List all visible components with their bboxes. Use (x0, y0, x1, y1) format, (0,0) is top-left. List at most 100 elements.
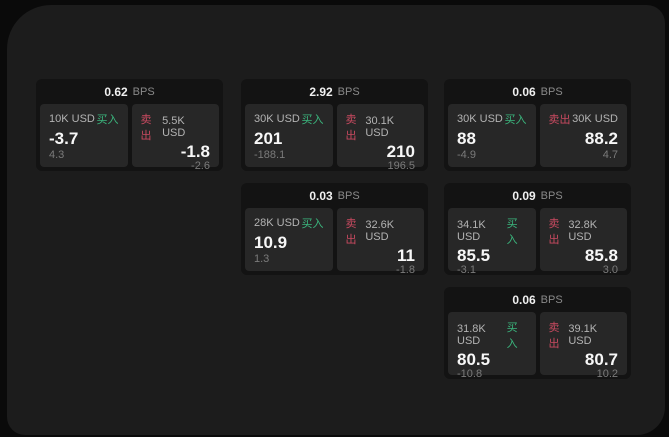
sell-panel[interactable]: 卖出 5.5K USD -1.8 -2.6 (131, 104, 219, 172)
sell-panel[interactable]: 卖出 30.1K USD 210 196.5 (336, 104, 424, 172)
buy-panel[interactable]: 30K USD 买入 201 -188.1 (245, 104, 333, 167)
buy-side-label: 买入 (504, 114, 527, 126)
sell-price: 11 (397, 246, 415, 265)
sell-side-label: 卖出 (345, 218, 357, 246)
spread-bps-value: 2.92 (309, 84, 333, 99)
buy-header-row: 10K USD 买入 (49, 111, 119, 127)
buy-panel[interactable]: 34.1K USD 买入 85.5 -3.1 (448, 208, 536, 276)
bps-unit-label: BPS (132, 85, 155, 98)
buy-change: -3.1 (457, 264, 476, 276)
card-header: 0.06 BPS (444, 79, 631, 104)
sell-side-label: 卖出 (345, 114, 357, 142)
sell-header-row: 卖出 5.5K USD (141, 111, 211, 143)
sell-header-row: 卖出 30K USD (549, 111, 619, 127)
buy-header-row: 31.8K USD 买入 (457, 319, 527, 351)
buy-price: -3.7 (49, 128, 79, 148)
card-body: 10K USD 买入 -3.7 4.3 卖出 5.5K USD -1.8 -2.… (36, 104, 223, 172)
sell-header-row: 卖出 32.6K USD (346, 215, 416, 247)
sell-change: -1.8 (396, 264, 415, 276)
card-header: 2.92 BPS (241, 79, 428, 104)
buy-side-label: 买入 (96, 114, 119, 126)
card-body: 30K USD 买入 201 -188.1 卖出 30.1K USD 210 1… (241, 104, 428, 172)
card-header: 0.09 BPS (444, 183, 631, 208)
bps-unit-label: BPS (540, 189, 563, 202)
sell-side-label: 卖出 (548, 218, 560, 246)
sell-change: 4.7 (602, 149, 618, 161)
spread-bps-value: 0.06 (512, 292, 536, 307)
quote-card: 2.92 BPS 30K USD 买入 201 -188.1 卖出 30.1K … (241, 79, 428, 172)
card-body: 31.8K USD 买入 80.5 -10.8 卖出 39.1K USD 80.… (444, 312, 631, 380)
sell-amount: 32.6K USD (365, 219, 395, 243)
sell-price: 80.7 (584, 350, 618, 369)
bps-unit-label: BPS (337, 189, 360, 202)
sell-amount: 30K USD (572, 113, 618, 125)
sell-panel[interactable]: 卖出 30K USD 88.2 4.7 (539, 104, 627, 167)
sell-panel[interactable]: 卖出 39.1K USD 80.7 10.2 (539, 312, 627, 380)
buy-price: 85.5 (457, 246, 491, 265)
buy-amount: 30K USD (254, 113, 300, 125)
quote-card: 0.62 BPS 10K USD 买入 -3.7 4.3 卖出 5.5K USD… (36, 79, 223, 172)
quote-card: 0.09 BPS 34.1K USD 买入 85.5 -3.1 卖出 32.8K… (444, 183, 631, 276)
card-body: 34.1K USD 买入 85.5 -3.1 卖出 32.8K USD 85.8… (444, 208, 631, 276)
sell-price: 85.8 (584, 246, 618, 265)
buy-price: 80.5 (457, 350, 491, 369)
bps-unit-label: BPS (337, 85, 360, 98)
buy-amount: 28K USD (254, 217, 300, 229)
bps-unit-label: BPS (540, 293, 563, 306)
spread-bps-value: 0.62 (104, 84, 128, 99)
card-header: 0.62 BPS (36, 79, 223, 104)
sell-header-row: 卖出 32.8K USD (549, 215, 619, 247)
sell-change: 3.0 (602, 264, 618, 276)
bps-unit-label: BPS (540, 85, 563, 98)
buy-change: 1.3 (254, 253, 270, 265)
sell-amount: 39.1K USD (568, 323, 598, 347)
buy-header-row: 28K USD 买入 (254, 215, 324, 231)
sell-side-label: 卖出 (140, 114, 152, 142)
sell-amount: 5.5K USD (162, 115, 186, 139)
buy-header-row: 34.1K USD 买入 (457, 215, 527, 247)
buy-panel[interactable]: 10K USD 买入 -3.7 4.3 (40, 104, 128, 167)
buy-side-label: 买入 (506, 322, 518, 350)
sell-change: -2.6 (191, 160, 210, 172)
buy-price: 10.9 (254, 232, 288, 252)
buy-header-row: 30K USD 买入 (457, 111, 527, 127)
sell-header-row: 卖出 30.1K USD (346, 111, 416, 143)
app-window: 0.62 BPS 10K USD 买入 -3.7 4.3 卖出 5.5K USD… (7, 5, 665, 435)
sell-side-label: 卖出 (548, 322, 560, 350)
buy-change: -10.8 (457, 368, 483, 380)
buy-price: 88 (457, 128, 476, 148)
sell-amount: 30.1K USD (365, 115, 395, 139)
buy-change: 4.3 (49, 149, 65, 161)
card-body: 30K USD 买入 88 -4.9 卖出 30K USD 88.2 4.7 (444, 104, 631, 167)
sell-panel[interactable]: 卖出 32.8K USD 85.8 3.0 (539, 208, 627, 276)
spread-bps-value: 0.09 (512, 188, 536, 203)
sell-change: 196.5 (387, 160, 415, 172)
card-header: 0.06 BPS (444, 287, 631, 312)
buy-change: -4.9 (457, 149, 476, 161)
buy-side-label: 买入 (301, 114, 324, 126)
buy-panel[interactable]: 28K USD 买入 10.9 1.3 (245, 208, 333, 271)
spread-bps-value: 0.03 (309, 188, 333, 203)
buy-amount: 31.8K USD (457, 323, 486, 347)
buy-amount: 30K USD (457, 113, 503, 125)
buy-panel[interactable]: 30K USD 买入 88 -4.9 (448, 104, 536, 167)
quote-card: 0.06 BPS 30K USD 买入 88 -4.9 卖出 30K USD 8… (444, 79, 631, 171)
buy-amount: 34.1K USD (457, 219, 486, 243)
card-body: 28K USD 买入 10.9 1.3 卖出 32.6K USD 11 -1.8 (241, 208, 428, 276)
buy-price: 201 (254, 128, 283, 148)
buy-amount: 10K USD (49, 113, 95, 125)
buy-header-row: 30K USD 买入 (254, 111, 324, 127)
buy-side-label: 买入 (506, 218, 518, 246)
quote-card: 0.03 BPS 28K USD 买入 10.9 1.3 卖出 32.6K US… (241, 183, 428, 276)
buy-panel[interactable]: 31.8K USD 买入 80.5 -10.8 (448, 312, 536, 380)
buy-side-label: 买入 (301, 218, 324, 230)
spread-bps-value: 0.06 (512, 84, 536, 99)
sell-price: -1.8 (180, 142, 210, 161)
quote-card: 0.06 BPS 31.8K USD 买入 80.5 -10.8 卖出 39.1… (444, 287, 631, 380)
buy-change: -188.1 (254, 149, 286, 161)
sell-change: 10.2 (596, 368, 618, 380)
sell-panel[interactable]: 卖出 32.6K USD 11 -1.8 (336, 208, 424, 276)
sell-price: 210 (386, 142, 415, 161)
sell-side-label: 卖出 (548, 114, 571, 126)
sell-price: 88.2 (584, 128, 618, 148)
